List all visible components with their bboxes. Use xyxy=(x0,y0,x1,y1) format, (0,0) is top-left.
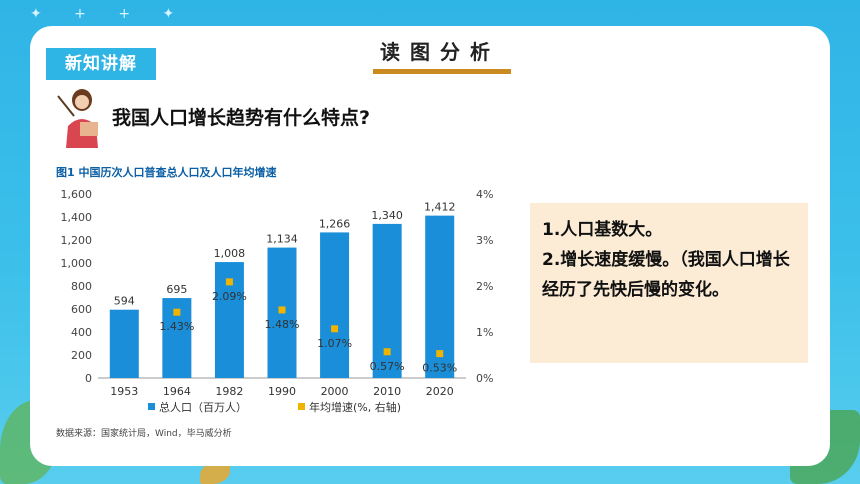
growth-rate-label: 0.53% xyxy=(422,362,457,375)
leaf-decoration xyxy=(200,462,230,484)
legend-bar-swatch xyxy=(148,403,155,410)
x-tick-label: 2000 xyxy=(321,385,349,398)
bar-value-label: 1,008 xyxy=(214,247,246,260)
growth-rate-marker xyxy=(436,350,444,358)
y2-tick-label: 0% xyxy=(476,372,493,385)
answer-point-2: 2.增长速度缓慢。（我国人口增长经历了先快后慢的变化。 xyxy=(542,250,790,300)
growth-rate-marker xyxy=(225,278,233,286)
x-tick-label: 2010 xyxy=(373,385,401,398)
y-tick-label: 1,000 xyxy=(61,257,93,270)
y2-tick-label: 3% xyxy=(476,234,493,247)
growth-rate-label: 0.57% xyxy=(370,360,405,373)
growth-rate-marker xyxy=(383,348,391,356)
y-tick-label: 600 xyxy=(71,303,92,316)
bar-value-label: 1,412 xyxy=(424,201,456,214)
y2-tick-label: 2% xyxy=(476,280,493,293)
growth-rate-label: 1.48% xyxy=(265,318,300,331)
question-text: 我国人口增长趋势有什么特点? xyxy=(112,107,371,129)
growth-rate-label: 1.07% xyxy=(317,337,352,350)
population-chart: 0 200 400 600 800 1,000 1,200 1,400 1,600 0% 1% 2% 3… xyxy=(61,188,494,414)
section-tag: 新知讲解 xyxy=(46,48,156,80)
y-tick-label: 1,600 xyxy=(61,188,93,201)
y2-tick-label: 1% xyxy=(476,326,493,339)
legend-rate-label: 年均增速(%, 右轴) xyxy=(309,400,401,414)
growth-rate-label: 2.09% xyxy=(212,290,247,303)
x-tick-label: 1990 xyxy=(268,385,296,398)
x-tick-label: 1982 xyxy=(215,385,243,398)
answer-box: 1.人口基数大。 2.增长速度缓慢。（我国人口增长经历了先快后慢的变化。 xyxy=(530,203,808,363)
legend-rate-swatch xyxy=(298,403,305,410)
bar-value-label: 1,340 xyxy=(371,209,403,222)
legend-bar-label: 总人口（百万人） xyxy=(159,400,247,414)
y-tick-label: 0 xyxy=(85,372,92,385)
bar-value-label: 1,266 xyxy=(319,217,351,230)
y2-tick-label: 4% xyxy=(476,188,493,201)
data-source: 数据来源：国家统计局，Wind，毕马威分析 xyxy=(56,429,232,439)
x-tick-label: 1964 xyxy=(163,385,191,398)
y-tick-label: 400 xyxy=(71,326,92,339)
growth-rate-marker xyxy=(278,306,286,314)
bar xyxy=(109,309,139,378)
y-tick-label: 1,400 xyxy=(61,211,93,224)
y-tick-label: 200 xyxy=(71,349,92,362)
sparkle-decoration: ✦ + + ✦ xyxy=(30,6,189,22)
growth-rate-label: 1.43% xyxy=(159,320,194,333)
teacher-icon xyxy=(57,89,98,148)
x-tick-label: 1953 xyxy=(110,385,138,398)
chart-caption: 图1 中国历次人口普查总人口及人口年均增速 xyxy=(56,166,277,179)
y-tick-label: 800 xyxy=(71,280,92,293)
y-tick-label: 1,200 xyxy=(61,234,93,247)
growth-rate-marker xyxy=(173,308,181,316)
bar-value-label: 695 xyxy=(166,283,187,296)
bar-value-label: 594 xyxy=(114,295,135,308)
growth-rate-marker xyxy=(331,325,339,333)
x-tick-label: 2020 xyxy=(426,385,454,398)
section-title: 读图分析 xyxy=(380,40,500,64)
answer-point-1: 1.人口基数大。 xyxy=(542,220,663,240)
bar xyxy=(320,232,350,378)
bar-value-label: 1,134 xyxy=(266,233,298,246)
title-underline xyxy=(373,69,511,74)
